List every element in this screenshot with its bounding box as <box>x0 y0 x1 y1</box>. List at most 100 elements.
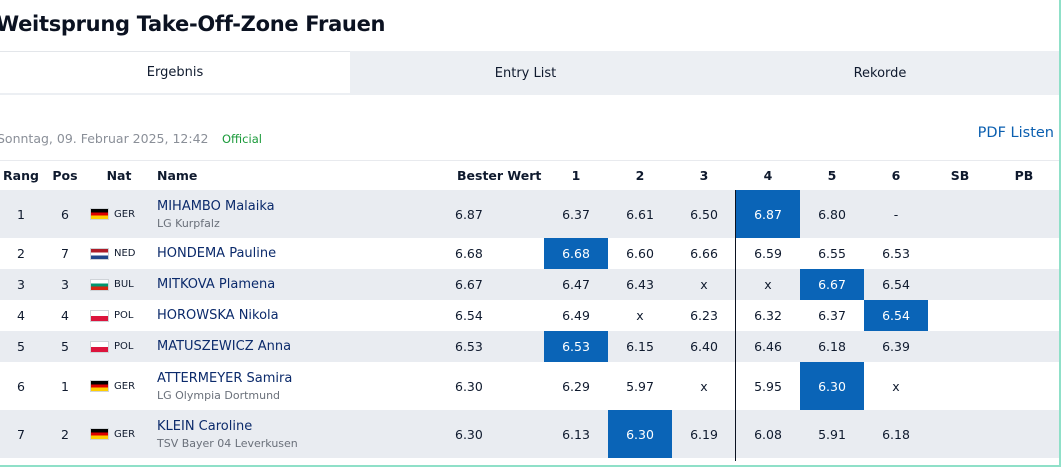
best-mark-cell: 6.54 <box>455 308 483 323</box>
nation-code: GER <box>114 380 136 392</box>
rank-cell: 7 <box>17 426 25 442</box>
nation-cell: GER <box>90 410 148 458</box>
status-badge: Official <box>222 132 262 146</box>
athlete-name-link[interactable]: HONDEMA Pauline <box>157 246 277 261</box>
sb-cell <box>928 331 992 362</box>
attempt-2-cell: 6.30 <box>608 410 672 458</box>
attempt-3-cell: 6.19 <box>690 426 718 442</box>
rank-cell: 2 <box>17 246 25 261</box>
pb-cell <box>992 238 1056 269</box>
column-header-nat[interactable]: Nat <box>106 168 132 183</box>
attempt-5-cell: 6.30 <box>800 362 864 410</box>
attempt-3-cell: 6.40 <box>690 339 718 354</box>
table-header: Rang Pos Nat Name Bester Wert 1 2 3 4 5 … <box>0 160 1059 190</box>
rank-cell: 3 <box>17 277 25 292</box>
table-row[interactable]: 2 7 NED HONDEMA Pauline 6.68 6.68 6.60 6.66 6.59… <box>0 238 1059 269</box>
nation-code: GER <box>114 208 136 220</box>
table-row[interactable]: 4 4 POL HOROWSKA Nikola 6.54 6.49 x 6.23 6.32 6.3… <box>0 300 1059 331</box>
attempt-2-cell: 6.43 <box>626 277 654 292</box>
column-header-name-label: Name <box>157 168 198 183</box>
athlete-name-link[interactable]: MITKOVA Plamena <box>157 277 276 292</box>
attempt-1-cell: 6.68 <box>544 238 608 269</box>
position-cell: 3 <box>61 277 69 292</box>
column-header-attempt-5: 5 <box>827 168 837 183</box>
pdf-listen-link[interactable]: PDF Listen <box>977 125 1054 141</box>
country-flag-icon <box>90 208 109 220</box>
attempt-5-cell: 6.67 <box>800 269 864 300</box>
tab-entry-list[interactable]: Entry List <box>494 65 557 81</box>
name-cell: MIHAMBO Malaika LG Kurpfalz <box>157 190 447 238</box>
column-header-best[interactable]: Bester Wert <box>457 168 542 183</box>
nation-cell: BUL <box>90 269 148 300</box>
attempt-6-cell: 6.54 <box>864 300 928 331</box>
nation-code: POL <box>114 341 134 352</box>
table-row[interactable]: 5 5 POL MATUSZEWICZ Anna 6.53 6.53 6.15 6.40 6.4… <box>0 331 1059 362</box>
attempt-5-cell: 6.80 <box>818 206 846 222</box>
table-row[interactable]: 7 2 GER KLEIN Caroline TSV Bayer 04 Leverkus… <box>0 410 1059 458</box>
best-mark-cell: 6.30 <box>455 378 483 394</box>
column-header-pos[interactable]: Pos <box>52 168 78 183</box>
tab-rekorde[interactable]: Rekorde <box>853 65 907 81</box>
sb-cell <box>928 300 992 331</box>
column-header-pb: PB <box>1014 168 1034 183</box>
sb-cell <box>928 269 992 300</box>
attempt-3-cell: 6.66 <box>690 246 718 261</box>
athlete-name-link[interactable]: HOROWSKA Nikola <box>157 308 279 323</box>
nation-cell: POL <box>90 331 148 362</box>
attempt-6-cell: 6.39 <box>882 339 910 354</box>
athlete-name-link[interactable]: KLEIN Caroline <box>157 418 253 434</box>
results-table: Rang Pos Nat Name Bester Wert 1 2 3 4 5 … <box>0 160 1059 458</box>
athlete-name-link[interactable]: MATUSZEWICZ Anna <box>157 339 292 354</box>
attempt-4-cell: x <box>764 277 772 292</box>
pb-cell <box>992 410 1056 458</box>
attempt-4-cell: 6.87 <box>736 190 800 238</box>
attempt-3-cell: x <box>700 277 708 292</box>
tab-ergebnis[interactable]: Ergebnis <box>0 51 350 95</box>
nation-code: GER <box>114 428 136 440</box>
table-row[interactable]: 3 3 BUL MITKOVA Plamena 6.67 6.47 6.43 x x 6.67 6.… <box>0 269 1059 300</box>
nation-cell: GER <box>90 362 148 410</box>
attempt-4-cell: 6.46 <box>754 339 782 354</box>
club-name: LG Kurpfalz <box>157 216 220 230</box>
column-header-attempt-3: 3 <box>699 168 709 183</box>
sb-cell <box>928 238 992 269</box>
column-header-attempt-6: 6 <box>891 168 901 183</box>
country-flag-icon <box>90 428 109 440</box>
column-header-rang[interactable]: Rang <box>3 168 39 183</box>
nation-code: BUL <box>114 279 134 290</box>
sb-cell <box>928 410 992 458</box>
pb-cell <box>992 269 1056 300</box>
club-name: TSV Bayer 04 Leverkusen <box>157 436 298 450</box>
table-row[interactable]: 1 6 GER MIHAMBO Malaika LG Kurpfalz 6.87 6.37 6… <box>0 190 1059 238</box>
attempt-6-cell: 6.18 <box>882 426 910 442</box>
column-header-name[interactable]: Name <box>157 161 447 190</box>
attempt-3-cell: x <box>700 378 708 394</box>
attempt-5-cell: 5.91 <box>818 426 846 442</box>
sb-cell <box>928 190 992 238</box>
attempt-1-cell: 6.53 <box>544 331 608 362</box>
best-mark-cell: 6.67 <box>455 277 483 292</box>
attempt-5-cell: 6.18 <box>818 339 846 354</box>
country-flag-icon <box>90 278 109 291</box>
attempt-1-cell: 6.29 <box>562 378 590 394</box>
attempt-2-cell: x <box>636 308 644 323</box>
pb-cell <box>992 300 1056 331</box>
column-divider <box>735 190 736 461</box>
attempt-2-cell: 6.60 <box>626 246 654 261</box>
attempt-4-cell: 6.59 <box>754 246 782 261</box>
country-flag-icon <box>90 309 109 322</box>
attempt-2-cell: 6.15 <box>626 339 654 354</box>
name-cell: MITKOVA Plamena <box>157 269 447 300</box>
attempt-4-cell: 6.08 <box>754 426 782 442</box>
best-mark-cell: 6.53 <box>455 339 483 354</box>
attempt-4-cell: 5.95 <box>754 378 782 394</box>
table-row[interactable]: 6 1 GER ATTERMEYER Samira LG Olympia Dortmun… <box>0 362 1059 410</box>
attempt-6-cell: 6.53 <box>882 246 910 261</box>
athlete-name-link[interactable]: MIHAMBO Malaika <box>157 198 275 214</box>
attempt-1-cell: 6.49 <box>562 308 590 323</box>
attempt-2-cell: 6.61 <box>626 206 654 222</box>
name-cell: HOROWSKA Nikola <box>157 300 447 331</box>
athlete-name-link[interactable]: ATTERMEYER Samira <box>157 370 293 386</box>
attempt-4-cell: 6.32 <box>754 308 782 323</box>
position-cell: 1 <box>61 378 69 394</box>
